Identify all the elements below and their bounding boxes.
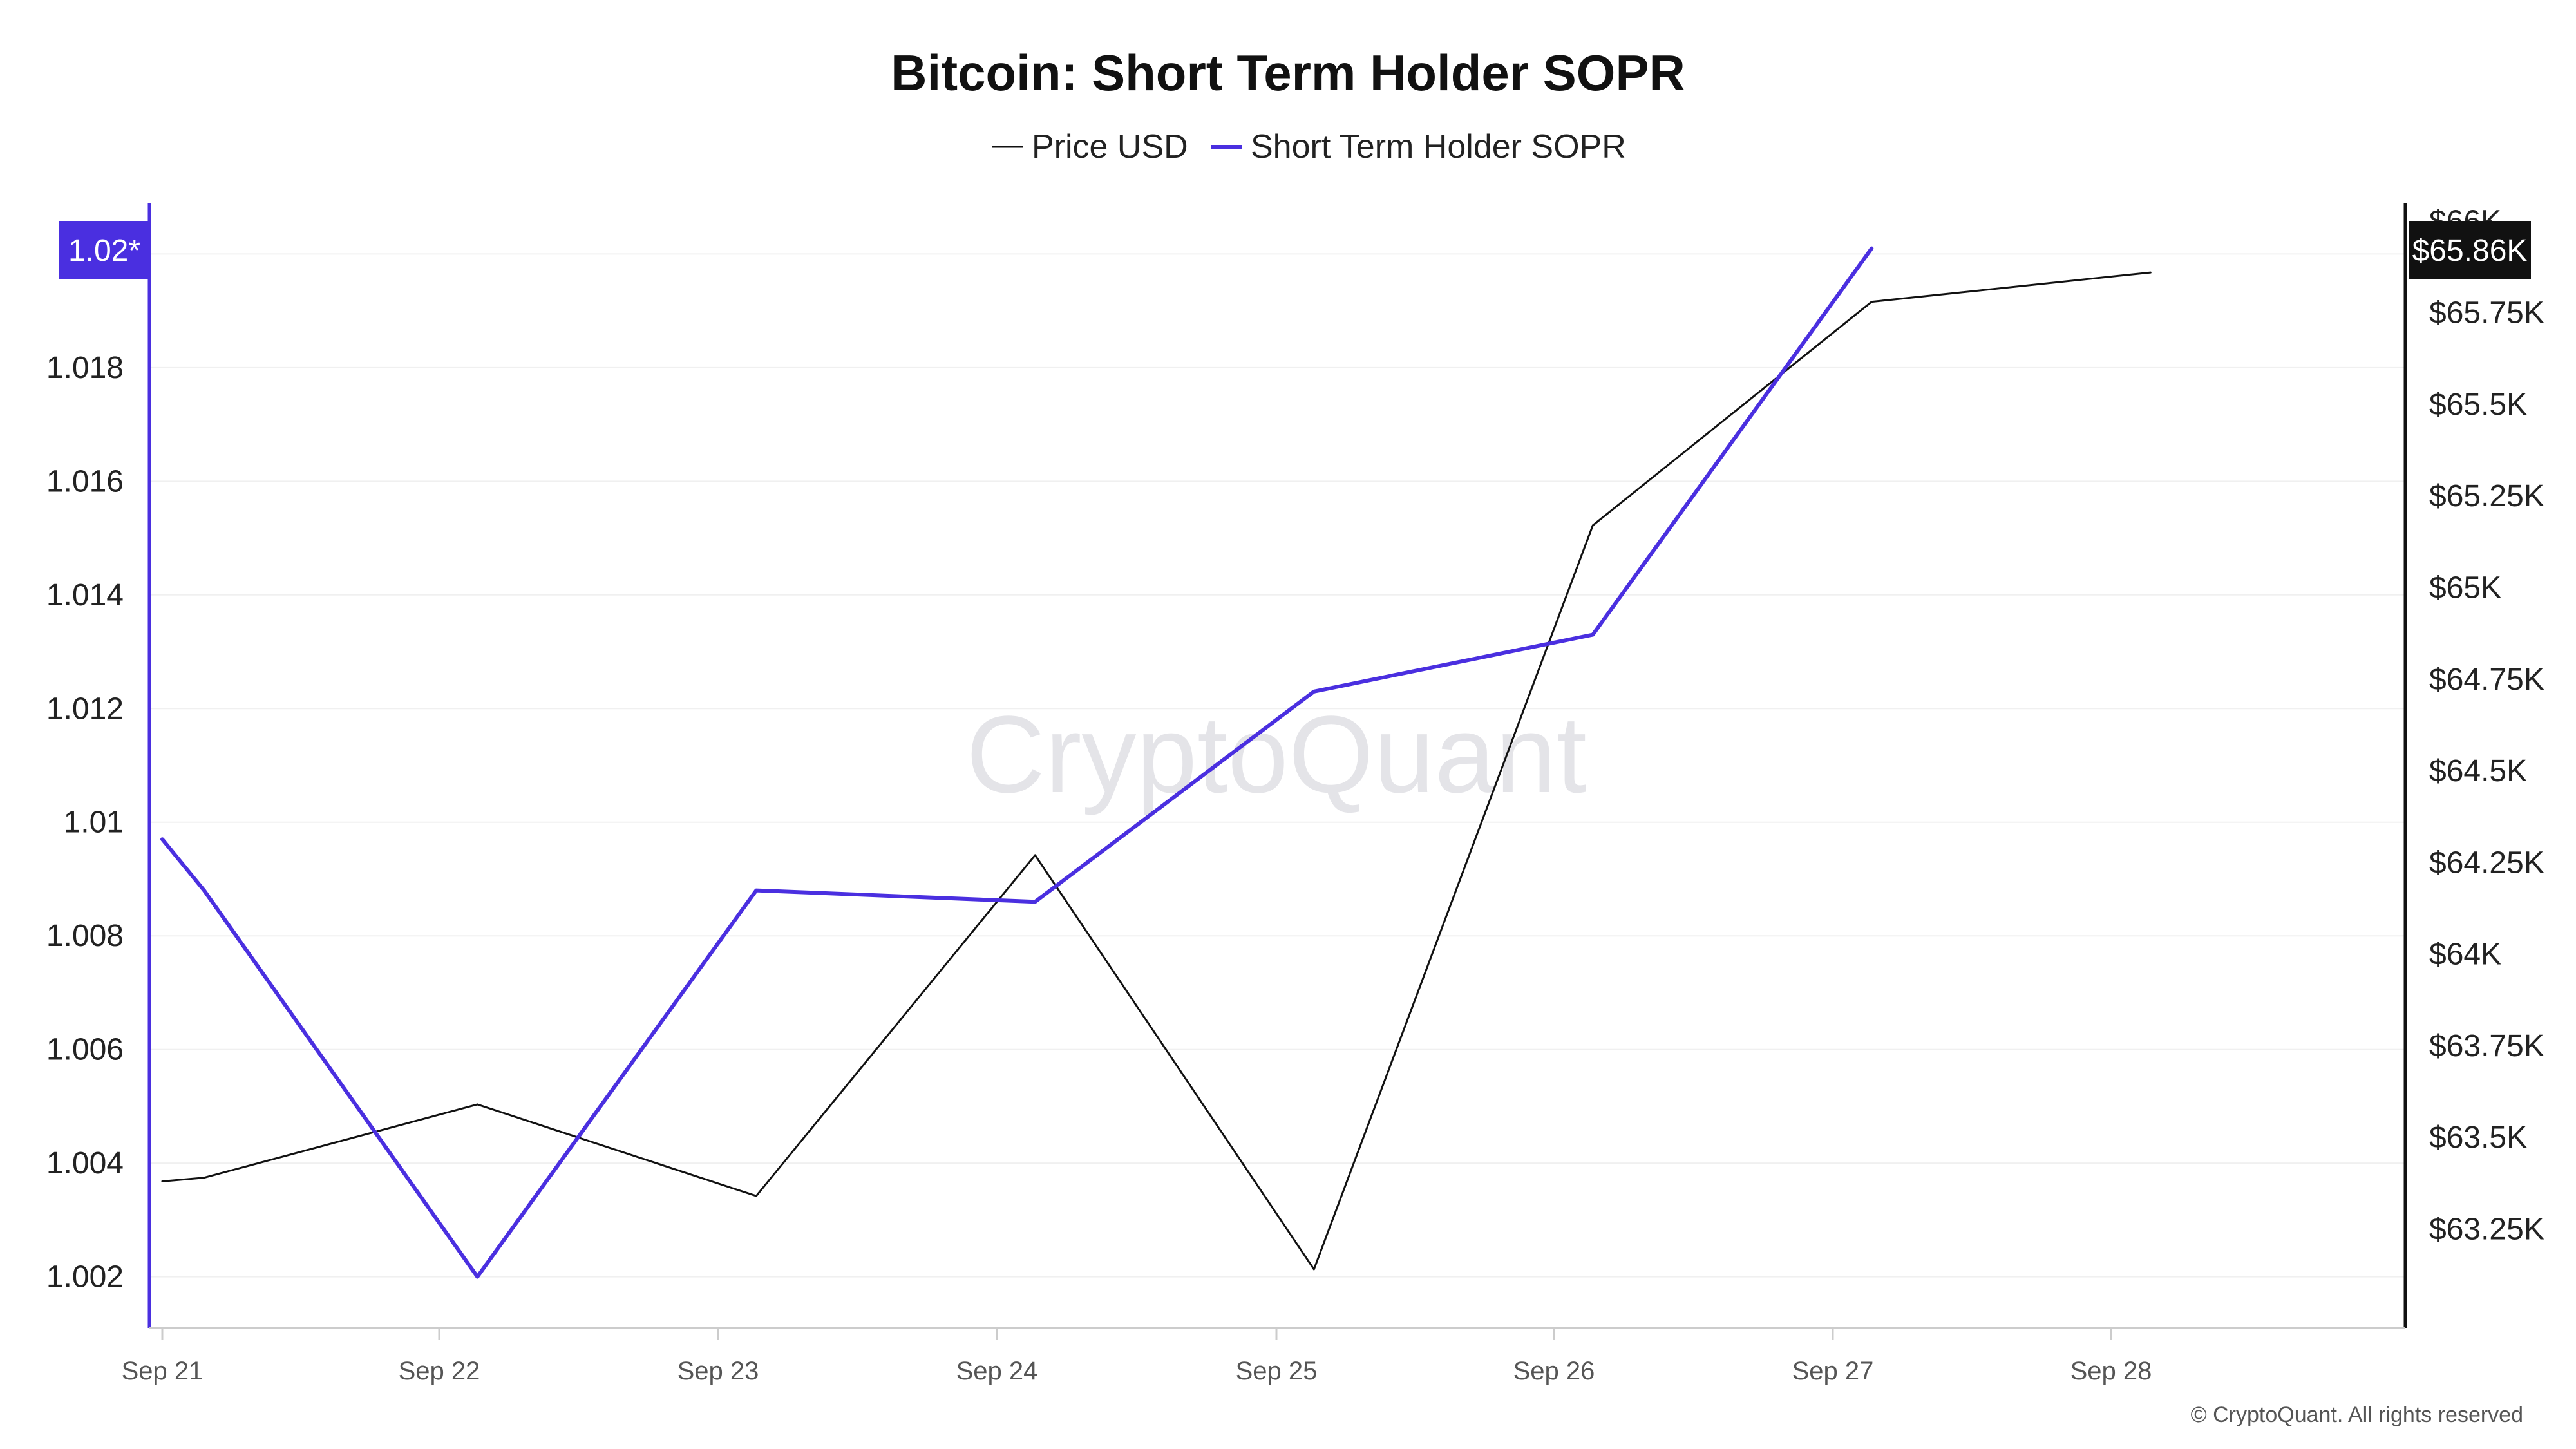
x-tick-label: Sep 26 (1513, 1357, 1595, 1385)
axes (147, 203, 2407, 1340)
legend-label-price: Price USD (1032, 128, 1188, 166)
x-tick-label: Sep 28 (2070, 1357, 2152, 1385)
y-right-tick-label: $64K (2429, 938, 2501, 972)
chart-title: Bitcoin: Short Term Holder SOPR (891, 44, 1685, 101)
y-right-tick-label: $65K (2429, 571, 2501, 605)
price-current-badge (2409, 221, 2531, 279)
y-right-tick-label: $63.5K (2429, 1121, 2527, 1155)
y-right-tick-label: $63.25K (2429, 1212, 2544, 1246)
y-left-tick-label: 1.004 (46, 1146, 124, 1180)
y-right-tick-label: $65.25K (2429, 479, 2544, 513)
y-left-tick-label: 1.008 (46, 919, 124, 953)
sopr-current-badge-label: 1.02* (68, 234, 140, 268)
x-tick-label: Sep 23 (677, 1357, 759, 1385)
y-right-tick-label: $63.75K (2429, 1029, 2544, 1063)
sopr-current-badge (59, 221, 149, 279)
y-right-tick-label: $64.75K (2429, 663, 2544, 697)
y-right-tick-label: $64.25K (2429, 846, 2544, 880)
y-left-tick-label: 1.018 (46, 351, 124, 385)
legend-label-sopr: Short Term Holder SOPR (1251, 128, 1626, 166)
watermark: CryptoQuant (966, 694, 1587, 816)
y-right-tick-label: $64.5K (2429, 754, 2527, 788)
y-left-tick-label: 1.016 (46, 464, 124, 498)
grid (149, 253, 2405, 1278)
x-tick-label: Sep 24 (956, 1357, 1038, 1385)
legend: Price USD Short Term Holder SOPR (992, 128, 1626, 166)
legend-item-sopr[interactable]: Short Term Holder SOPR (1211, 128, 1626, 166)
price-current-badge-label: $65.86K (2412, 234, 2528, 268)
y-left-tick-label: 1.006 (46, 1033, 124, 1067)
y-left-tick-label: 1.012 (46, 692, 124, 726)
y-right-tick-label: $65.75K (2429, 296, 2544, 330)
y-left-tick-label: 1.014 (46, 578, 124, 612)
x-tick-label: Sep 27 (1792, 1357, 1874, 1385)
tick-labels: 1.002 1.004 1.006 1.008 1.01 1.012 1.014 1.016 1… (46, 204, 2544, 1385)
sopr-line (160, 246, 1874, 1279)
x-tick-label: Sep 22 (399, 1357, 480, 1385)
x-tick-label: Sep 25 (1236, 1357, 1318, 1385)
legend-item-price[interactable]: Price USD (992, 128, 1188, 166)
y-right-tick-label: $65.5K (2429, 388, 2527, 422)
y-left-tick-label: 1.01 (64, 806, 124, 840)
series-layer (160, 246, 2152, 1279)
value-badges: 1.02* $65.86K (59, 221, 2531, 279)
copyright-text: © CryptoQuant. All rights reserved (2191, 1403, 2523, 1427)
y-left-tick-label: 1.002 (46, 1260, 124, 1294)
x-tick-label: Sep 21 (122, 1357, 204, 1385)
